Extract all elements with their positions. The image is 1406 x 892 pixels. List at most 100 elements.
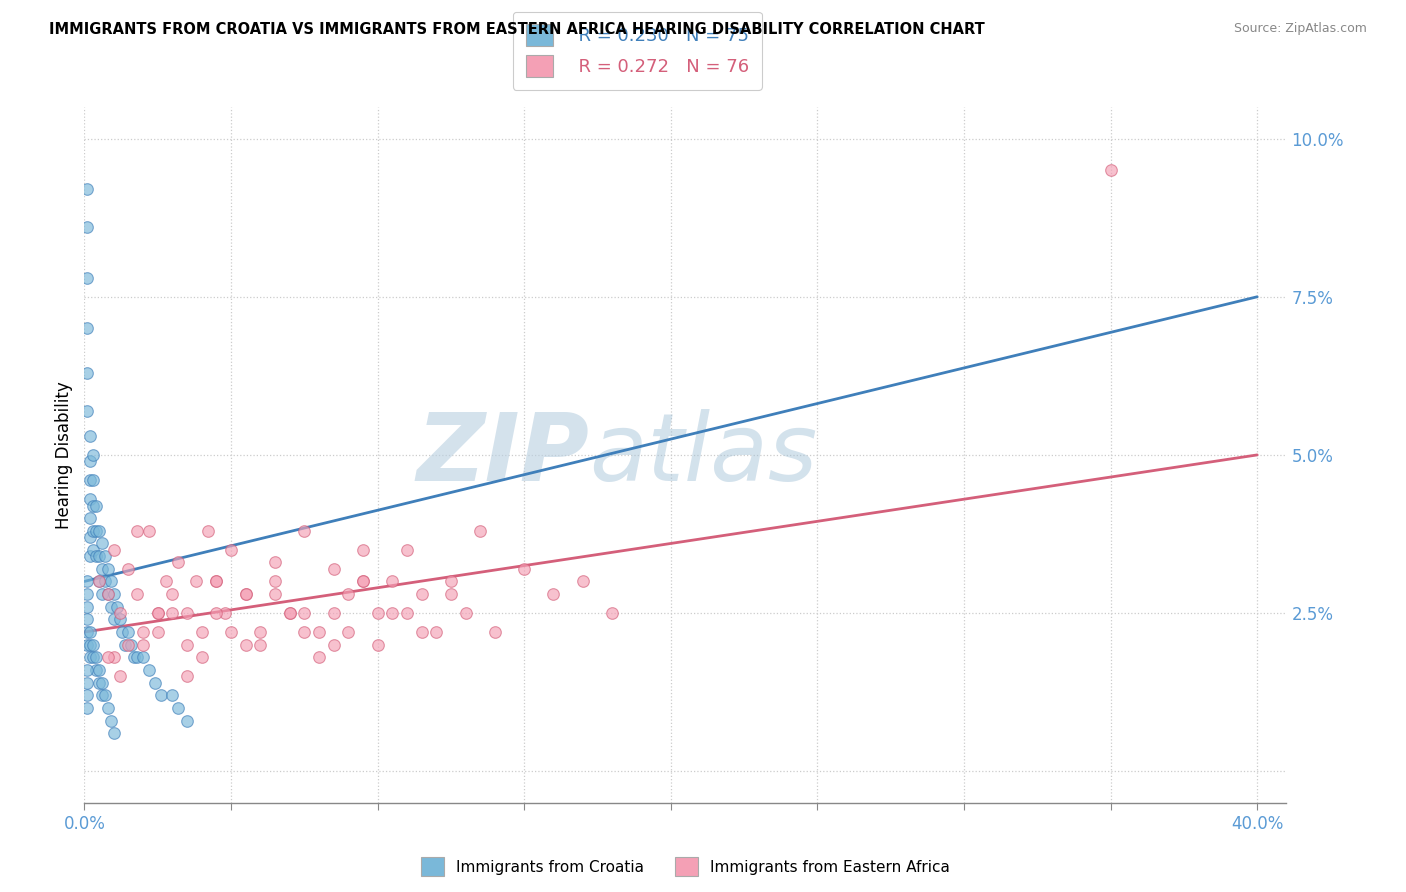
Point bbox=[122, 650, 145, 665]
Point bbox=[127, 587, 149, 601]
Point bbox=[278, 606, 301, 620]
Point bbox=[76, 366, 98, 380]
Point bbox=[292, 625, 315, 640]
Point bbox=[82, 499, 104, 513]
Point bbox=[513, 562, 536, 576]
Legend: Immigrants from Croatia, Immigrants from Eastern Africa: Immigrants from Croatia, Immigrants from… bbox=[415, 851, 956, 882]
Point bbox=[292, 524, 315, 538]
Point bbox=[132, 625, 155, 640]
Point bbox=[114, 638, 136, 652]
Point bbox=[127, 650, 149, 665]
Point bbox=[76, 220, 98, 235]
Point bbox=[84, 663, 107, 677]
Point bbox=[105, 599, 128, 614]
Point bbox=[97, 587, 120, 601]
Point bbox=[79, 530, 101, 544]
Point bbox=[79, 492, 101, 507]
Point bbox=[91, 587, 114, 601]
Point bbox=[190, 650, 212, 665]
Point bbox=[214, 606, 236, 620]
Point bbox=[84, 650, 107, 665]
Point bbox=[322, 562, 344, 576]
Point bbox=[176, 638, 198, 652]
Point bbox=[146, 606, 169, 620]
Point bbox=[103, 612, 125, 626]
Point bbox=[308, 650, 330, 665]
Point bbox=[97, 650, 120, 665]
Point bbox=[322, 606, 344, 620]
Point bbox=[82, 650, 104, 665]
Point bbox=[79, 638, 101, 652]
Text: Source: ZipAtlas.com: Source: ZipAtlas.com bbox=[1233, 22, 1367, 36]
Point bbox=[84, 499, 107, 513]
Point bbox=[235, 587, 257, 601]
Point bbox=[91, 562, 114, 576]
Point bbox=[484, 625, 506, 640]
Point bbox=[108, 612, 131, 626]
Point bbox=[87, 574, 110, 589]
Point bbox=[308, 625, 330, 640]
Point bbox=[79, 429, 101, 443]
Point bbox=[454, 606, 477, 620]
Point bbox=[76, 675, 98, 690]
Point bbox=[87, 675, 110, 690]
Point bbox=[84, 549, 107, 563]
Point bbox=[97, 587, 120, 601]
Point bbox=[76, 599, 98, 614]
Point bbox=[543, 587, 565, 601]
Point bbox=[87, 549, 110, 563]
Point bbox=[76, 625, 98, 640]
Point bbox=[82, 473, 104, 487]
Point bbox=[82, 542, 104, 557]
Point bbox=[381, 574, 404, 589]
Point bbox=[79, 454, 101, 468]
Point bbox=[176, 606, 198, 620]
Point bbox=[264, 556, 287, 570]
Point bbox=[219, 625, 242, 640]
Point bbox=[79, 473, 101, 487]
Text: IMMIGRANTS FROM CROATIA VS IMMIGRANTS FROM EASTERN AFRICA HEARING DISABILITY COR: IMMIGRANTS FROM CROATIA VS IMMIGRANTS FR… bbox=[49, 22, 986, 37]
Point bbox=[425, 625, 447, 640]
Point bbox=[162, 587, 184, 601]
Point bbox=[94, 574, 117, 589]
Point bbox=[79, 650, 101, 665]
Point bbox=[162, 606, 184, 620]
Point bbox=[87, 663, 110, 677]
Point bbox=[127, 524, 149, 538]
Point bbox=[235, 638, 257, 652]
Point bbox=[184, 574, 207, 589]
Point bbox=[395, 542, 418, 557]
Point bbox=[76, 321, 98, 335]
Text: atlas: atlas bbox=[589, 409, 817, 500]
Point bbox=[100, 574, 122, 589]
Point bbox=[76, 587, 98, 601]
Point bbox=[108, 606, 131, 620]
Point bbox=[264, 587, 287, 601]
Point bbox=[411, 587, 433, 601]
Point bbox=[176, 714, 198, 728]
Point bbox=[190, 625, 212, 640]
Point bbox=[146, 606, 169, 620]
Point bbox=[143, 675, 166, 690]
Point bbox=[572, 574, 595, 589]
Point bbox=[87, 574, 110, 589]
Point bbox=[352, 574, 374, 589]
Point bbox=[146, 625, 169, 640]
Point bbox=[91, 688, 114, 702]
Point bbox=[76, 574, 98, 589]
Point bbox=[600, 606, 623, 620]
Point bbox=[395, 606, 418, 620]
Point bbox=[197, 524, 219, 538]
Point bbox=[167, 701, 190, 715]
Point bbox=[103, 650, 125, 665]
Point bbox=[367, 606, 389, 620]
Point bbox=[120, 638, 142, 652]
Point bbox=[264, 574, 287, 589]
Point bbox=[103, 726, 125, 740]
Point bbox=[440, 574, 463, 589]
Text: ZIP: ZIP bbox=[416, 409, 589, 501]
Point bbox=[249, 638, 271, 652]
Point bbox=[94, 549, 117, 563]
Point bbox=[103, 542, 125, 557]
Y-axis label: Hearing Disability: Hearing Disability bbox=[55, 381, 73, 529]
